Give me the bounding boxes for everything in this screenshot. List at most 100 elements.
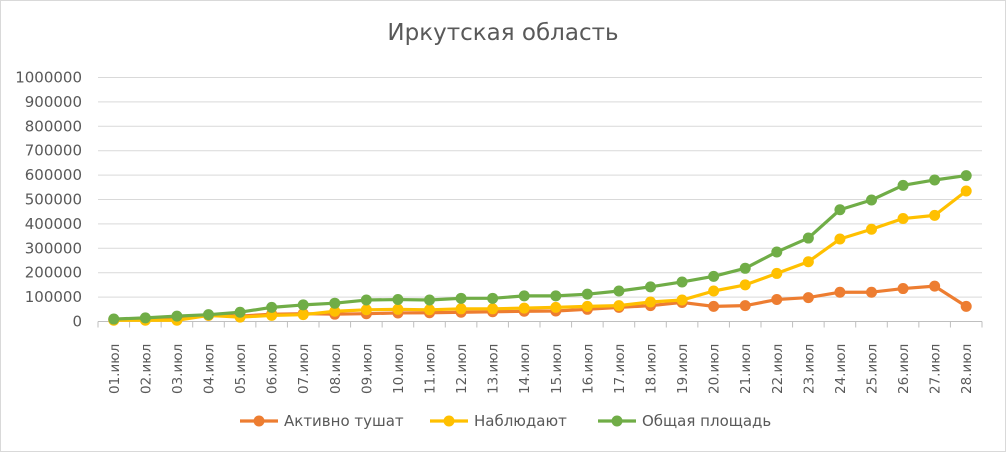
legend: Активно тушат Наблюдают Общая площадь	[240, 412, 771, 430]
data-point	[802, 256, 814, 268]
legend-swatch-marker	[253, 415, 265, 427]
y-tick-label: 1000000	[15, 69, 82, 87]
y-tick-label: 0	[72, 313, 82, 331]
data-point	[834, 204, 846, 216]
x-tick-label: 14.июл	[517, 344, 533, 394]
data-point	[139, 312, 151, 324]
data-point	[771, 246, 783, 258]
data-point	[613, 300, 625, 312]
x-tick-label: 20.июл	[707, 344, 723, 394]
x-tick-label: 15.июл	[549, 344, 565, 394]
data-point	[550, 301, 562, 313]
data-point	[676, 276, 688, 288]
x-tick-label: 07.июл	[296, 344, 312, 394]
y-tick-label: 700000	[25, 142, 82, 160]
x-tick-label: 06.июл	[265, 344, 281, 394]
x-tick-label: 27.июл	[928, 344, 944, 394]
data-point	[392, 303, 404, 315]
data-point	[960, 185, 972, 197]
series-3	[108, 170, 972, 325]
data-point	[834, 233, 846, 245]
data-point	[266, 301, 278, 313]
series-line	[112, 173, 968, 321]
data-point	[771, 267, 783, 279]
data-point	[234, 306, 246, 318]
x-tick-label: 16.июл	[580, 344, 596, 394]
data-point	[960, 170, 972, 182]
data-point	[487, 303, 499, 315]
data-point	[171, 310, 183, 322]
data-point	[802, 292, 814, 304]
legend-label: Общая площадь	[642, 412, 771, 430]
data-point	[897, 179, 909, 191]
x-tick-label: 22.июл	[770, 344, 786, 394]
data-point	[613, 285, 625, 297]
data-point	[708, 270, 720, 282]
x-tick-label: 25.июл	[865, 344, 881, 394]
x-tick-label: 26.июл	[896, 344, 912, 394]
data-point	[708, 285, 720, 297]
data-point	[392, 294, 404, 306]
data-point	[487, 292, 499, 304]
gridlines	[98, 77, 982, 322]
data-point	[897, 213, 909, 225]
x-tick-label: 13.июл	[486, 344, 502, 394]
x-tick-label: 02.июл	[138, 344, 154, 394]
x-tick-label: 23.июл	[801, 344, 817, 394]
x-tick-label: 01.июл	[107, 344, 123, 394]
data-point	[708, 300, 720, 312]
x-tick-label: 28.июл	[959, 344, 975, 394]
x-tick-label: 04.июл	[202, 344, 218, 394]
data-point	[897, 283, 909, 295]
y-tick-label: 300000	[25, 239, 82, 257]
y-tick-label: 100000	[25, 288, 82, 306]
data-point	[739, 279, 751, 291]
data-point	[266, 309, 278, 321]
data-point	[645, 281, 656, 293]
data-point	[297, 309, 309, 321]
legend-swatch-marker	[611, 415, 623, 427]
data-point	[518, 302, 530, 314]
data-point	[455, 303, 467, 315]
data-point	[929, 280, 941, 292]
chart-title: Иркутская область	[387, 20, 619, 46]
data-point	[424, 304, 435, 316]
data-point	[834, 286, 846, 298]
data-point	[329, 297, 341, 309]
data-point	[108, 313, 120, 325]
data-point	[360, 304, 372, 316]
data-point	[550, 290, 562, 302]
x-tick-label: 17.июл	[612, 344, 628, 394]
x-tick-label: 24.июл	[833, 344, 849, 394]
data-point	[645, 296, 656, 308]
data-point	[581, 300, 593, 312]
y-tick-label: 400000	[25, 215, 82, 233]
legend-label: Наблюдают	[474, 412, 567, 430]
y-tick-label: 500000	[25, 191, 82, 209]
legend-swatch-marker	[443, 415, 455, 427]
data-point	[581, 288, 593, 300]
data-point	[360, 294, 372, 306]
series-line	[112, 189, 968, 322]
data-point	[866, 194, 877, 206]
data-point	[739, 262, 751, 274]
data-point	[866, 286, 877, 298]
x-tick-label: 21.июл	[738, 344, 754, 394]
data-point	[424, 294, 435, 306]
y-tick-label: 600000	[25, 166, 82, 184]
data-point	[329, 305, 341, 317]
y-tick-label: 900000	[25, 93, 82, 111]
x-tick-label: 11.июл	[423, 344, 439, 394]
legend-label: Активно тушат	[284, 412, 404, 430]
data-point	[518, 290, 530, 302]
x-tick-label: 12.июл	[454, 344, 470, 394]
data-point	[676, 294, 688, 306]
data-point	[929, 209, 941, 221]
data-point	[802, 232, 814, 244]
x-tick-label: 18.июл	[644, 344, 660, 394]
x-tick-label: 10.июл	[391, 344, 407, 394]
data-point	[929, 174, 941, 186]
data-point	[866, 223, 877, 235]
